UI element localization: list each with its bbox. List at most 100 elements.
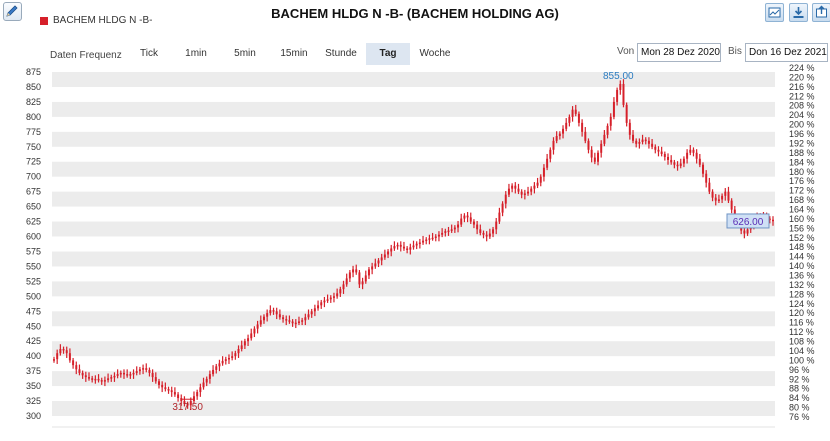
- y-tick-label: 625: [26, 217, 41, 227]
- chart-title: BACHEM HLDG N -B- (BACHEM HOLDING AG): [271, 6, 559, 21]
- candle-body: [282, 317, 285, 320]
- candle-body: [558, 133, 561, 137]
- candle-body: [243, 341, 246, 346]
- candle-body: [460, 218, 463, 225]
- candle-body: [320, 302, 323, 306]
- candle-body: [291, 321, 294, 324]
- y2-tick-label: 96 %: [789, 365, 810, 375]
- candle-body: [546, 158, 549, 168]
- y2-tick-label: 88 %: [789, 384, 810, 394]
- candle-body: [431, 237, 434, 240]
- grid-band: [52, 161, 775, 177]
- candle-body: [482, 232, 485, 235]
- candle-body: [317, 305, 320, 309]
- candle-body: [62, 348, 65, 351]
- candle-body: [574, 109, 577, 114]
- tab-tick[interactable]: Tick: [140, 48, 158, 59]
- candle-body: [227, 357, 230, 360]
- candle-body: [514, 185, 517, 189]
- candle-body: [523, 193, 526, 195]
- candle-body: [224, 359, 227, 361]
- y2-tick-label: 208 %: [789, 101, 815, 111]
- candle-body: [600, 143, 603, 153]
- y2-tick-label: 132 %: [789, 280, 815, 290]
- y-tick-label: 775: [26, 127, 41, 137]
- tab-15min[interactable]: 15min: [280, 48, 308, 59]
- candle-body: [501, 203, 504, 213]
- legend-label: BACHEM HLDG N -B-: [53, 15, 153, 26]
- y2-tick-label: 164 %: [789, 204, 815, 214]
- candle-body: [619, 83, 622, 90]
- candle-body: [708, 182, 711, 192]
- candle-body: [597, 152, 600, 162]
- tab-woche[interactable]: Woche: [419, 48, 451, 59]
- candle-body: [520, 191, 523, 195]
- to-date-input[interactable]: Don 16 Dez 2021: [745, 43, 828, 62]
- candle-body: [221, 360, 224, 364]
- y2-tick-label: 76 %: [789, 412, 810, 422]
- candle-body: [511, 185, 514, 189]
- tab-1min[interactable]: 1min: [185, 48, 207, 59]
- from-date-input[interactable]: Mon 28 Dez 2020: [637, 43, 721, 62]
- candle-body: [275, 311, 278, 315]
- candle-body: [565, 122, 568, 129]
- candle-body: [418, 242, 421, 245]
- candle-body: [772, 219, 774, 222]
- candle-body: [549, 149, 552, 159]
- candle-body: [183, 401, 186, 405]
- grid-band: [52, 281, 775, 297]
- candle-body: [638, 141, 641, 144]
- y2-tick-label: 144 %: [789, 252, 815, 262]
- y2-tick-label: 176 %: [789, 176, 815, 186]
- candle-body: [148, 369, 151, 373]
- candle-body: [278, 314, 281, 318]
- candle-body: [348, 272, 351, 279]
- tab-stunde[interactable]: Stunde: [325, 48, 357, 59]
- candle-body: [495, 221, 498, 230]
- tab-tag[interactable]: Tag: [366, 43, 410, 65]
- candle-body: [301, 320, 304, 322]
- candle-body: [72, 360, 75, 366]
- candle-body: [571, 109, 574, 117]
- grid-band: [52, 72, 775, 87]
- candle-body: [425, 239, 428, 242]
- candle-body: [453, 227, 456, 230]
- candle-body: [94, 378, 97, 381]
- y-tick-label: 550: [26, 261, 41, 271]
- candle-body: [409, 247, 412, 250]
- candle-body: [488, 233, 491, 237]
- candle-body: [313, 308, 316, 312]
- tab-5min[interactable]: 5min: [234, 48, 256, 59]
- grid-band: [52, 101, 775, 117]
- y2-tick-label: 212 %: [789, 91, 815, 101]
- candle-body: [250, 333, 253, 339]
- candle-body: [161, 384, 164, 388]
- candle-body: [412, 245, 415, 248]
- candle-body: [100, 380, 103, 382]
- candle-body: [84, 375, 87, 378]
- candle-body: [186, 404, 189, 406]
- candle-body: [396, 244, 399, 247]
- candle-body: [122, 372, 125, 375]
- download-button[interactable]: [789, 3, 808, 22]
- candle-body: [663, 153, 666, 157]
- edit-pencil-button[interactable]: [3, 2, 22, 21]
- download-icon: [793, 7, 804, 18]
- candle-body: [234, 353, 237, 357]
- candle-body: [269, 310, 272, 314]
- candle-body: [393, 246, 396, 249]
- candle-body: [329, 297, 332, 300]
- export-button[interactable]: [812, 3, 830, 22]
- y-tick-label: 450: [26, 321, 41, 331]
- candle-body: [339, 289, 342, 294]
- candle-body: [463, 215, 466, 219]
- candle-body: [542, 167, 545, 177]
- y2-tick-label: 220 %: [789, 72, 815, 82]
- candle-body: [288, 320, 291, 322]
- grid-band: [52, 371, 775, 387]
- y2-tick-label: 92 %: [789, 374, 810, 384]
- last-price-box: [726, 213, 770, 229]
- y2-tick-label: 168 %: [789, 195, 815, 205]
- chart-settings-button[interactable]: [765, 3, 784, 22]
- candle-body: [657, 149, 660, 152]
